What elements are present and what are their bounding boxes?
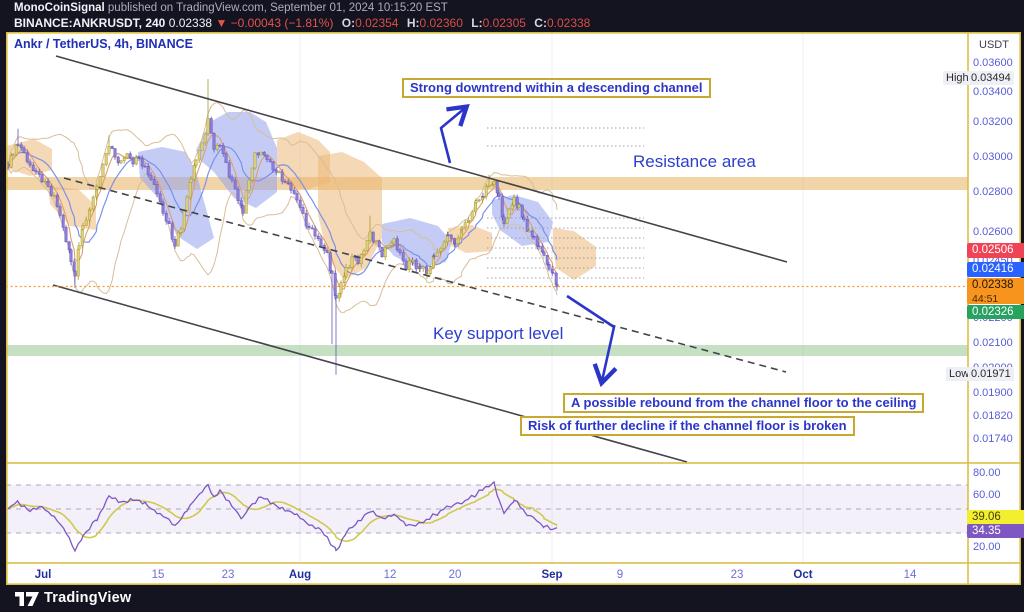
time-tick-14: 14 [903,569,917,581]
price-tick: 0.02100 [973,337,1013,349]
tenkan-line [7,134,558,290]
last-price-badge: 0.02338 44:51 [967,278,1024,305]
time-tick-23: 23 [730,569,744,581]
header-bar: MonoCoinSignal published on TradingView.… [0,0,1024,32]
publish-line: MonoCoinSignal published on TradingView.… [14,2,448,14]
blue-level-badge: 0.02416 [967,262,1024,277]
time-tick-jul: Jul [34,569,52,581]
time-tick-15: 15 [151,569,165,581]
time-tick-20: 20 [448,569,462,581]
publisher-name: MonoCoinSignal [14,2,105,14]
price-axis-unit: USDT [979,39,1009,51]
time-tick-oct: Oct [793,569,813,581]
annotation-box-downtrend: Strong downtrend within a descending cha… [402,78,711,98]
symbol-line: BINANCE:ANKRUSDT, 240 0.02338 ▼ −0.00043… [14,16,590,30]
price-tick: 0.01820 [973,410,1013,422]
ichimoku-cloud [492,195,553,246]
symbol-resolution: BINANCE:ANKRUSDT, 240 [14,16,166,30]
rsi-ma-badge: 39.06 [967,510,1024,524]
price-tick: 0.03200 [973,116,1013,128]
low-marker-label: Low [946,367,973,381]
open-label: O: [341,16,356,30]
price-tick: 0.03000 [973,151,1013,163]
price-change: ▼ −0.00043 (−1.81%) [215,16,334,30]
high-marker-label: High [943,71,972,85]
ichimoku-cloud [553,228,596,280]
key-support-label: Key support level [433,324,564,343]
channel-top-line [55,55,788,263]
down-arrow [566,294,618,388]
rsi-line [7,480,558,553]
low-label: L: [471,16,483,30]
price-tick: 0.01900 [973,387,1013,399]
high-value: 0.02360 [419,16,463,30]
rsi-ma-line [7,488,558,543]
tradingview-logo-icon[interactable] [15,591,41,608]
support-zone [6,345,968,356]
chart-title: Ankr / TetherUS, 4h, BINANCE [14,37,193,51]
time-tick-12: 12 [383,569,397,581]
open-value: 0.02354 [355,16,399,30]
rsi-tick: 80.00 [973,467,1001,479]
close-label: C: [534,16,547,30]
up-arrow [439,103,470,164]
time-tick-23: 23 [221,569,235,581]
price-tick: 0.01740 [973,433,1013,445]
rsi-badge: 34.35 [967,524,1024,538]
rsi-tick: 20.00 [973,541,1001,553]
close-value: 0.02338 [546,16,591,30]
ichimoku-cloud [48,186,96,230]
publish-info: published on TradingView.com, September … [104,2,448,14]
channel-middle-line [63,177,787,373]
high-marker-value: 0.03494 [968,71,1014,85]
price-tick: 0.02800 [973,186,1013,198]
annotation-box-rebound: A possible rebound from the channel floo… [563,393,925,413]
low-marker-value: 0.01971 [968,367,1014,381]
price-tick: 0.03600 [973,57,1013,69]
footer-bar: TradingView [0,585,1024,612]
price-tick: 0.02600 [973,226,1013,238]
annotation-box-risk: Risk of further decline if the channel f… [520,416,855,436]
time-tick-9: 9 [616,569,624,581]
kijun-line [7,145,558,276]
chart-frame: Ankr / TetherUS, 4h, BINANCE Strong down… [6,32,1024,585]
green-level-badge: 0.02326 [967,305,1024,319]
high-label: H: [406,16,420,30]
ichimoku-cloud [277,132,330,190]
last-price: 0.02338 [168,16,213,30]
chart-canvas[interactable] [6,32,1021,585]
rsi-tick: 60.00 [973,489,1001,501]
low-value: 0.02305 [482,16,526,30]
resistance-area-label: Resistance area [633,152,756,171]
tradingview-wordmark[interactable]: TradingView [44,590,132,606]
ichimoku-cloud [448,225,492,253]
red-level-badge: 0.02506 [967,243,1024,258]
price-tick: 0.03400 [973,86,1013,98]
time-tick-sep: Sep [541,569,563,581]
time-tick-aug: Aug [288,569,312,581]
